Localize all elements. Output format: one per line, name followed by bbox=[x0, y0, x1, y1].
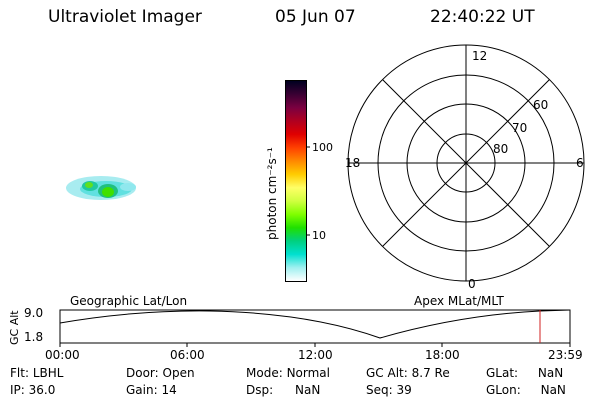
y-tick-1-8: 1.8 bbox=[24, 330, 44, 344]
colorbar-unit-label: photon cm⁻²s⁻¹ bbox=[265, 147, 279, 240]
x-tick-2359: 23:59 bbox=[548, 348, 583, 362]
mlt-label-0: 0 bbox=[468, 277, 476, 291]
date-label: 05 Jun 07 bbox=[275, 7, 356, 27]
x-tick-0000: 00:00 bbox=[45, 348, 80, 362]
colorbar bbox=[285, 80, 307, 282]
lat-label-70: 70 bbox=[512, 121, 527, 135]
mlt-label-12: 12 bbox=[472, 49, 487, 63]
status-flt: Flt: LBHL bbox=[10, 366, 64, 380]
auroral-image bbox=[66, 176, 136, 200]
colorbar-unit-label-wrap: photon cm⁻²s⁻¹ bbox=[265, 147, 279, 240]
status-dsp: Dsp: NaN bbox=[246, 383, 321, 397]
y-tick-9: 9.0 bbox=[24, 306, 44, 320]
colorbar-tick-10: 10 bbox=[312, 229, 326, 242]
timeline-yaxis-title: GC Alt bbox=[8, 310, 21, 345]
x-tick-1200: 12:00 bbox=[298, 348, 333, 362]
lat-label-60: 60 bbox=[533, 98, 548, 112]
status-glat: GLat: NaN bbox=[486, 366, 564, 380]
geo-coord-label: Geographic Lat/Lon bbox=[70, 294, 188, 308]
status-ip: IP: 36.0 bbox=[10, 383, 56, 397]
x-tick-0600: 06:00 bbox=[170, 348, 205, 362]
status-gc-alt: GC Alt: 8.7 Re bbox=[366, 366, 450, 380]
altitude-timeline bbox=[59, 309, 571, 347]
mlt-label-18: 18 bbox=[345, 156, 360, 170]
colorbar-gradient bbox=[286, 81, 306, 281]
x-tick-1800: 18:00 bbox=[425, 348, 460, 362]
status-mode: Mode: Normal bbox=[246, 366, 330, 380]
status-door: Door: Open bbox=[126, 366, 195, 380]
timeline-yaxis-title-wrap: GC Alt bbox=[8, 310, 21, 345]
polar-plot: 12 18 6 0 60 70 80 bbox=[345, 44, 585, 291]
status-glon: GLon: NaN bbox=[486, 383, 566, 397]
time-label: 22:40:22 UT bbox=[430, 7, 535, 27]
instrument-title: Ultraviolet Imager bbox=[48, 7, 202, 27]
colorbar-ticks: 100 10 bbox=[306, 141, 333, 242]
mlt-label-6: 6 bbox=[576, 156, 584, 170]
colorbar-tick-100: 100 bbox=[312, 141, 333, 154]
lat-label-80: 80 bbox=[493, 142, 508, 156]
apex-coord-label: Apex MLat/MLT bbox=[414, 294, 504, 308]
status-gain: Gain: 14 bbox=[126, 383, 177, 397]
status-seq: Seq: 39 bbox=[366, 383, 412, 397]
